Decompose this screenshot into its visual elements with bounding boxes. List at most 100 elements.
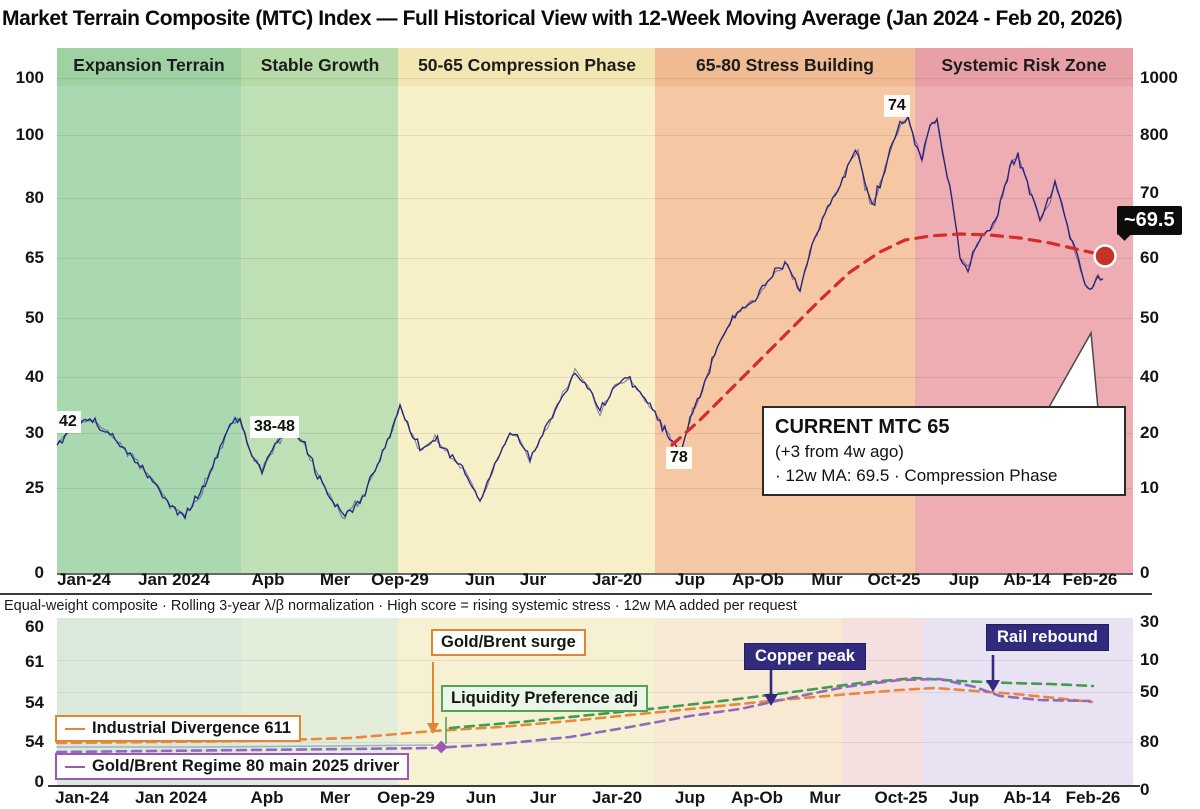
bottom-xtick-14: Feb-26 [1065, 788, 1121, 807]
annotation-peak-74: 74 [884, 95, 910, 117]
bottom-ytick-right-0: 30 [1140, 612, 1159, 631]
bottom-xtick-4: Oep-29 [377, 788, 435, 807]
legend-industrial-text: Industrial Divergence 611 [92, 719, 292, 737]
event-rail-rebound: Rail rebound [986, 624, 1109, 651]
main-ytick-left-8: 0 [34, 563, 44, 582]
main-ytick-right-5: 40 [1140, 367, 1159, 386]
legend-gold-brent-regime: Gold/Brent Regime 80 main 2025 driver [55, 753, 410, 780]
main-xtick-4: Oep-29 [371, 570, 429, 589]
main-xtick-3: Mer [319, 570, 351, 589]
bottom-ytick-left-2: 54 [25, 693, 44, 712]
zone-label-expansion: Expansion Terrain [73, 55, 225, 75]
main-ytick-right-1: 800 [1140, 125, 1169, 144]
main-xtick-13: Ab-14 [1003, 570, 1051, 589]
main-ytick-right-0: 1000 [1140, 68, 1178, 87]
callout-title: CURRENT MTC 65 [775, 416, 950, 438]
main-xtick-5: Jun [464, 570, 496, 589]
annotation-trough-78: 78 [666, 447, 692, 469]
bottom-axis-baseline [48, 785, 1140, 787]
zone-band-strip-4 [914, 48, 1133, 86]
main-xtick-10: Mur [811, 570, 843, 589]
bottom-gridline-0 [57, 660, 1133, 661]
main-xtick-1: Jan 2024 [138, 570, 210, 589]
zone-band-1 [240, 48, 399, 573]
bottom-ytick-right-2: 50 [1140, 682, 1159, 701]
main-ytick-left-6: 30 [25, 423, 44, 442]
zone-band-strip-3 [655, 48, 915, 86]
main-ytick-left-1: 100 [15, 125, 44, 144]
bottom-ytick-right-4: 0 [1140, 780, 1150, 799]
ma-badge-text: ~69.5 [1124, 209, 1175, 231]
legend-regime-text: Gold/Brent Regime 80 main 2025 driver [92, 757, 400, 775]
zone-band-2 [398, 48, 656, 573]
zone-band-0 [57, 48, 241, 573]
bottom-ytick-left-3: 54 [25, 732, 44, 751]
legend-industrial-divergence: Industrial Divergence 611 [55, 715, 302, 742]
main-gridline-1 [57, 135, 1133, 136]
event-copper-peak: Copper peak [744, 643, 866, 670]
bottom-xtick-7: Jar-20 [591, 788, 643, 807]
axis-separator-line [0, 593, 1152, 595]
bottom-xtick-8: Jup [674, 788, 706, 807]
main-gridline-5 [57, 377, 1133, 378]
bottom-xtick-9: Ap-Ob [731, 788, 783, 807]
main-ytick-right-7: 10 [1140, 478, 1159, 497]
bottom-ytick-left-4: 0 [34, 772, 44, 791]
main-ytick-left-5: 40 [25, 367, 44, 386]
legend-dash-icon [65, 727, 85, 730]
zone-label-risk: Systemic Risk Zone [941, 55, 1107, 75]
current-mtc-callout: CURRENT MTC 65 (+3 from 4w ago) · 12w MA… [762, 406, 1126, 496]
bottom-xtick-10: Mur [809, 788, 841, 807]
legend-dash-icon [65, 765, 85, 768]
callout-ma: · 12w MA: 69.5 · Compression Phase [775, 466, 1058, 485]
zone-label-compression: 50-65 Compression Phase [418, 55, 636, 75]
annotation-range-38-48: 38-48 [250, 416, 299, 438]
main-ytick-right-4: 50 [1140, 308, 1159, 327]
main-xtick-14: Feb-26 [1062, 570, 1118, 589]
main-ytick-left-4: 50 [25, 308, 44, 327]
main-ytick-left-7: 25 [25, 478, 44, 497]
ma-value-badge: ~69.5 [1117, 206, 1182, 241]
main-ytick-left-3: 65 [25, 248, 44, 267]
zone-label-stress: 65-80 Stress Building [696, 55, 874, 75]
bottom-xtick-11: Oct-25 [874, 788, 928, 807]
bottom-xtick-6: Jur [529, 788, 557, 807]
main-xtick-12: Jup [948, 570, 980, 589]
zone-band-strip-0 [57, 48, 241, 86]
main-xtick-9: Ap-Ob [732, 570, 784, 589]
bottom-ytick-left-1: 61 [25, 652, 44, 671]
main-ytick-left-2: 80 [25, 188, 44, 207]
main-gridline-0 [57, 78, 1133, 79]
bottom-gridline-2 [57, 742, 1133, 743]
main-gridline-3 [57, 258, 1133, 259]
main-xtick-11: Oct-25 [867, 570, 921, 589]
main-ytick-right-2: 70 [1140, 183, 1159, 202]
main-ytick-left-0: 100 [15, 68, 44, 87]
annotation-start-42: 42 [55, 411, 81, 433]
page-title: Market Terrain Composite (MTC) Index — F… [2, 7, 1123, 30]
main-xtick-2: Apb [251, 570, 285, 589]
main-ytick-right-8: 0 [1140, 563, 1150, 582]
bottom-xtick-5: Jun [465, 788, 497, 807]
chart-subtitle: Equal-weight composite · Rolling 3-year … [4, 598, 797, 614]
main-gridline-4 [57, 318, 1133, 319]
bottom-xtick-2: Apb [250, 788, 284, 807]
main-ytick-right-3: 60 [1140, 248, 1159, 267]
bottom-ytick-right-1: 10 [1140, 650, 1159, 669]
bottom-xtick-0: Jan-24 [55, 788, 109, 807]
zone-band-strip-2 [398, 48, 656, 86]
zone-label-stable: Stable Growth [260, 55, 380, 75]
main-ytick-right-6: 20 [1140, 423, 1159, 442]
main-xtick-7: Jar-20 [591, 570, 643, 589]
bottom-ytick-right-3: 80 [1140, 732, 1159, 751]
bottom-xtick-1: Jan 2024 [135, 788, 207, 807]
bottom-xtick-3: Mer [319, 788, 351, 807]
event-gold-brent-surge: Gold/Brent surge [431, 629, 586, 656]
main-xtick-0: Jan-24 [57, 570, 111, 589]
main-xtick-8: Jup [674, 570, 706, 589]
main-axis-baseline [57, 573, 1133, 575]
callout-change: (+3 from 4w ago) [775, 442, 904, 461]
bottom-ytick-left-0: 60 [25, 617, 44, 636]
zone-band-strip-1 [240, 48, 399, 86]
